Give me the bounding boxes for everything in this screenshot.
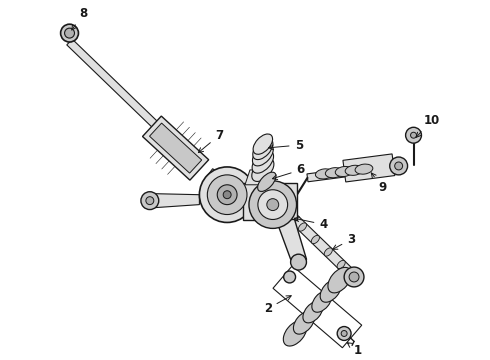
Ellipse shape [316,169,333,179]
Polygon shape [208,169,250,203]
Text: 4: 4 [294,217,328,231]
Ellipse shape [345,165,363,175]
Text: 7: 7 [198,129,223,153]
Ellipse shape [253,139,273,159]
Circle shape [411,132,416,138]
Circle shape [141,192,159,210]
Circle shape [291,254,306,270]
Circle shape [223,191,231,199]
Ellipse shape [303,301,323,323]
Polygon shape [307,162,399,182]
Circle shape [217,185,237,204]
Polygon shape [143,116,209,180]
Ellipse shape [335,166,353,176]
Ellipse shape [337,260,345,269]
Ellipse shape [350,273,358,281]
Ellipse shape [252,144,273,166]
Ellipse shape [312,291,332,312]
Text: 6: 6 [272,163,305,180]
Circle shape [267,199,279,211]
Circle shape [390,157,408,175]
Circle shape [146,197,154,204]
Circle shape [394,162,403,170]
Ellipse shape [252,158,274,181]
Circle shape [199,167,255,222]
Circle shape [344,267,364,287]
Polygon shape [245,170,263,185]
Circle shape [284,271,295,283]
Ellipse shape [253,134,272,154]
Text: 10: 10 [416,114,440,137]
Ellipse shape [294,311,315,334]
Polygon shape [343,154,395,182]
Text: 2: 2 [264,296,291,315]
Ellipse shape [298,223,307,231]
Polygon shape [243,183,297,220]
Polygon shape [286,211,358,280]
Ellipse shape [286,210,294,219]
Polygon shape [67,39,159,128]
Circle shape [258,190,288,220]
Polygon shape [151,194,199,208]
Text: 9: 9 [371,173,387,194]
Polygon shape [149,123,202,173]
Ellipse shape [258,172,276,192]
Circle shape [61,24,78,42]
Ellipse shape [311,235,319,244]
Circle shape [341,330,347,337]
Ellipse shape [252,151,273,173]
Circle shape [249,181,296,228]
Circle shape [207,175,247,215]
Ellipse shape [355,164,373,174]
Circle shape [337,327,351,341]
Polygon shape [277,220,306,264]
Circle shape [349,272,359,282]
Circle shape [406,127,421,143]
Text: 5: 5 [269,139,303,152]
Ellipse shape [325,168,343,178]
Text: 8: 8 [72,7,88,30]
Text: 3: 3 [333,233,355,249]
Ellipse shape [328,267,351,293]
Ellipse shape [283,320,307,346]
Ellipse shape [320,279,342,302]
Ellipse shape [324,248,332,256]
Circle shape [65,28,74,38]
Text: 1: 1 [347,343,362,357]
